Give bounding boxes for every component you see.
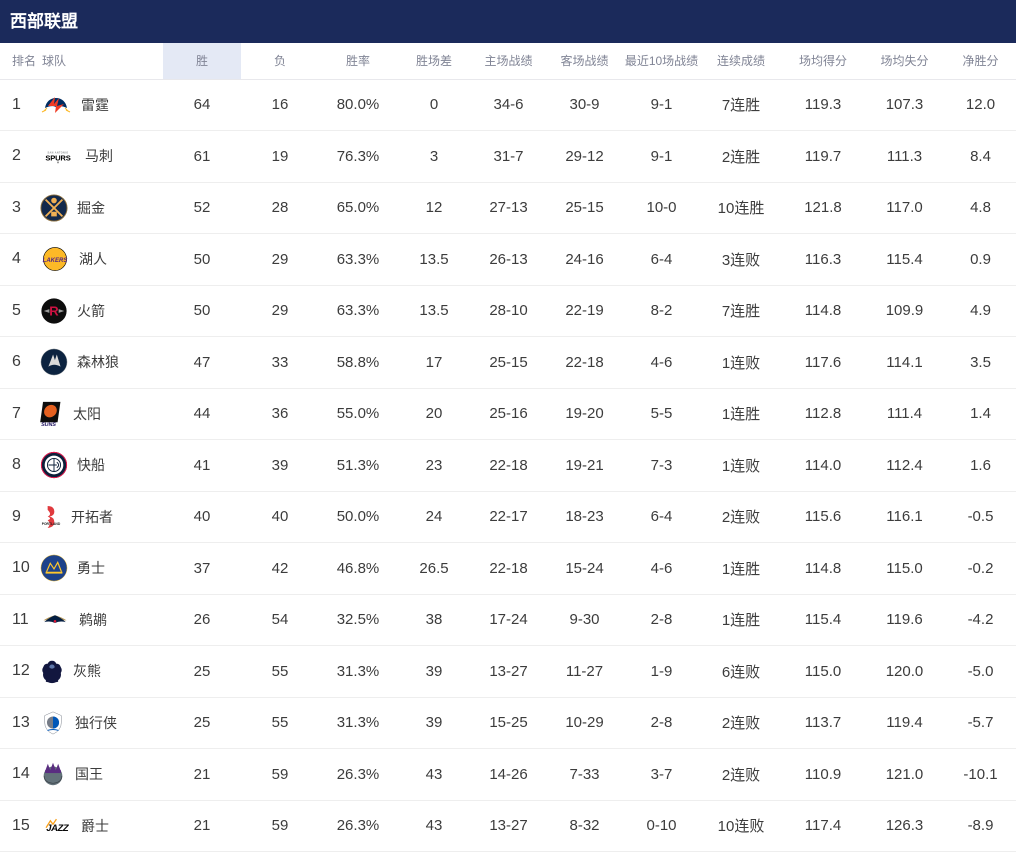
svg-text:PORTLAND: PORTLAND: [42, 522, 61, 526]
svg-text:SPURS: SPURS: [45, 153, 70, 162]
svg-text:JAZZ: JAZZ: [46, 823, 70, 834]
svg-text:LAKERS: LAKERS: [43, 258, 68, 264]
svg-text:R: R: [49, 303, 59, 318]
svg-text:SUNS: SUNS: [41, 422, 57, 428]
